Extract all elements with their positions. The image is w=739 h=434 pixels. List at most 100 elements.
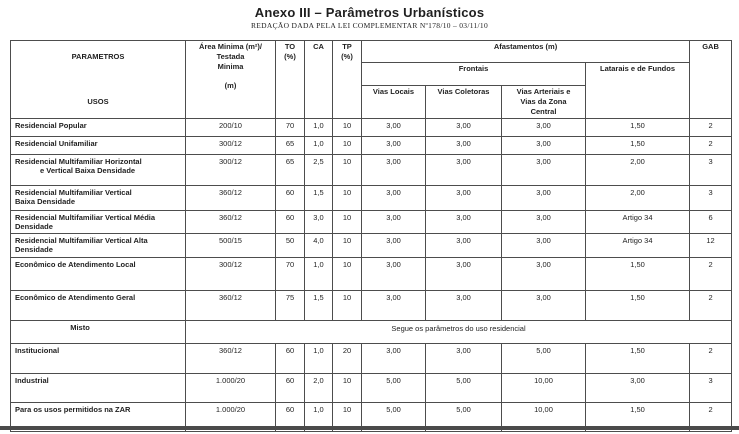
value-cell-gab: 2 [689,289,733,321]
value-cell-ca: 1,0 [304,342,333,374]
value-cell-vias-locais: 3,00 [361,289,426,321]
value-cell-laterais: 2,00 [584,153,691,186]
value-cell-vias-coletoras: 3,00 [425,135,502,155]
page-subtitle: REDAÇÃO DADA PELA LEI COMPLEMENTAR Nº178… [250,21,489,30]
header-cell-laterais-fundos: Latarais e de Fundos [584,62,691,119]
value-cell-vias-locais: 3,00 [361,232,426,258]
value-cell-laterais: 1,50 [584,342,691,374]
value-cell-vias-locais: 3,00 [361,184,426,211]
table-body: Residencial Popular 200/10 70 1,0 10 3,00 3,00… [10,117,733,432]
value-cell-vias-coletoras: 3,00 [425,289,502,321]
value-cell-tp: 10 [332,372,362,403]
header-cell-vias-coletoras: Vias Coletoras [425,85,502,119]
value-cell-gab: 2 [689,256,733,291]
value-cell-gab: 3 [689,184,733,211]
table-row: Residencial Multifamiliar Horizontal e V… [10,153,733,186]
value-cell-to: 65 [275,153,305,186]
value-cell-to: 70 [275,117,305,137]
value-cell-vias-arteriais: 5,00 [501,342,586,374]
value-cell-ca: 1,5 [304,184,333,211]
header-cell-vias-locais: Vias Locais [361,85,426,119]
table-row: Econômico de Atendimento Geral 360/12 75 1,… [10,289,733,321]
value-cell-to: 65 [275,135,305,155]
value-cell-vias-coletoras: 3,00 [425,209,502,234]
row-label-cell: Residencial Multifamiliar Horizontal e V… [10,153,186,186]
value-cell-ca: 1,0 [304,256,333,291]
value-cell-to: 60 [275,342,305,374]
table-header: PARAMETROS USOS Área Minima (m²)/ Testad… [10,40,733,119]
row-label-cell: Institucional [10,342,186,374]
value-cell-vias-coletoras: 3,00 [425,153,502,186]
value-cell-to: 60 [275,209,305,234]
value-cell-vias-coletoras: 3,00 [425,342,502,374]
value-cell-ca: 1,0 [304,117,333,137]
value-cell-tp: 10 [332,184,362,211]
header-cell-ca: CA [304,40,333,119]
header-cell-tp: TP (%) [332,40,362,119]
row-label-cell: Residencial Popular [10,117,186,137]
value-cell-vias-arteriais: 3,00 [501,256,586,291]
value-cell-area: 300/12 [185,135,276,155]
value-cell-gab: 3 [689,153,733,186]
value-cell-vias-coletoras: 3,00 [425,256,502,291]
row-label-cell: Industrial [10,372,186,403]
value-cell-tp: 10 [332,289,362,321]
value-cell-gab: 2 [689,117,733,137]
value-cell-tp: 10 [332,209,362,234]
value-cell-area: 300/12 [185,153,276,186]
parameters-table: PARAMETROS USOS Área Minima (m²)/ Testad… [10,40,733,432]
value-cell-vias-locais: 3,00 [361,342,426,374]
value-cell-tp: 20 [332,342,362,374]
row-label-cell: Misto [10,319,186,344]
value-cell-tp: 10 [332,153,362,186]
value-cell-vias-arteriais: 10,00 [501,372,586,403]
value-cell-tp: 10 [332,256,362,291]
header-parametros-label: PARAMETROS [71,51,125,61]
header-cell-gab: GAB [689,40,733,119]
value-cell-gab: 12 [689,232,733,258]
value-cell-gab: 6 [689,209,733,234]
value-cell-vias-coletoras: 3,00 [425,117,502,137]
page-title: Anexo III – Parâmetros Urbanísticos [254,5,485,20]
value-cell-vias-coletoras: 3,00 [425,232,502,258]
value-cell-area: 360/12 [185,342,276,374]
value-cell-vias-arteriais: 3,00 [501,184,586,211]
header-cell-frontais: Frontais [361,61,586,87]
row-label-cell: Econômico de Atendimento Geral [10,289,186,321]
row-label-cell: Residencial Multifamiliar Vertical Média… [10,209,186,234]
value-cell-tp: 10 [332,232,362,258]
merged-note-cell: Segue os parâmetros do uso residencial [184,319,733,344]
value-cell-ca: 1,0 [304,135,333,155]
row-label-cell: Econômico de Atendimento Local [10,256,186,291]
value-cell-gab: 3 [689,372,733,403]
table-row: Residencial Multifamiliar Vertical Média… [10,209,733,234]
value-cell-laterais: 3,00 [584,372,691,403]
value-cell-area: 300/12 [185,256,276,291]
row-label-cell: Residencial Multifamiliar Vertical Baixa… [10,184,186,211]
value-cell-laterais: Artigo 34 [584,232,691,258]
value-cell-vias-arteriais: 3,00 [501,153,586,186]
value-cell-vias-locais: 5,00 [361,372,426,403]
value-cell-tp: 10 [332,117,362,137]
value-cell-laterais: 1,50 [584,289,691,321]
value-cell-ca: 2,5 [304,153,333,186]
value-cell-area: 200/10 [185,117,276,137]
value-cell-ca: 3,0 [304,209,333,234]
value-cell-area: 500/15 [185,232,276,258]
header-cell-area-minima: Área Minima (m²)/ Testada Minima (m) [185,40,276,119]
value-cell-laterais: 1,50 [584,117,691,137]
header-usos-label: USOS [87,97,109,106]
value-cell-vias-arteriais: 3,00 [501,232,586,258]
value-cell-to: 60 [275,184,305,211]
value-cell-vias-locais: 3,00 [361,256,426,291]
table-row: Industrial 1.000/20 60 2,0 10 5,00 5,00 10,00 3,… [10,372,733,403]
value-cell-tp: 10 [332,135,362,155]
header-cell-vias-arteriais: Vias Arteriais e Vias da Zona Central [501,85,586,119]
value-cell-laterais: Artigo 34 [584,209,691,234]
table-row: Econômico de Atendimento Local 300/12 70 1,… [10,256,733,291]
value-cell-to: 70 [275,256,305,291]
value-cell-area: 1.000/20 [185,372,276,403]
value-cell-vias-arteriais: 3,00 [501,135,586,155]
row-label-cell: Residencial Multifamiliar Vertical Alta … [10,232,186,258]
